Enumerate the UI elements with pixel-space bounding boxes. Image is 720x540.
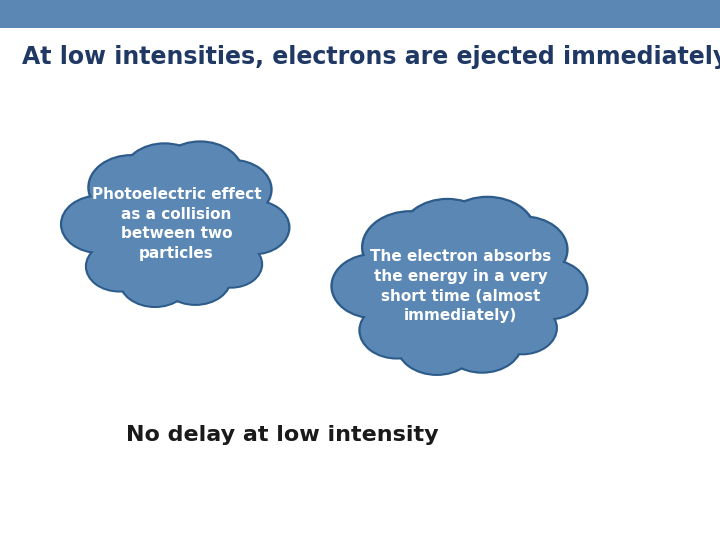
Circle shape — [373, 226, 549, 357]
Circle shape — [124, 145, 205, 205]
Circle shape — [488, 303, 556, 353]
Circle shape — [218, 201, 289, 254]
Circle shape — [96, 169, 257, 290]
Circle shape — [402, 200, 492, 268]
Circle shape — [123, 144, 206, 206]
Circle shape — [160, 251, 231, 305]
FancyBboxPatch shape — [0, 0, 720, 28]
Circle shape — [158, 143, 242, 205]
Circle shape — [194, 161, 270, 218]
Circle shape — [193, 160, 271, 219]
Circle shape — [63, 197, 136, 252]
Circle shape — [332, 254, 417, 318]
Circle shape — [362, 211, 458, 284]
Text: Photoelectric effect
as a collision
between two
particles: Photoelectric effect as a collision betw… — [91, 187, 261, 261]
Text: No delay at low intensity: No delay at low intensity — [126, 424, 438, 445]
Circle shape — [442, 313, 522, 373]
Circle shape — [361, 303, 433, 357]
Circle shape — [364, 212, 456, 282]
Text: The electron absorbs
the energy in a very
short time (almost
immediately): The electron absorbs the energy in a ver… — [370, 249, 552, 323]
Circle shape — [87, 242, 152, 291]
Circle shape — [333, 255, 415, 317]
Circle shape — [120, 254, 189, 306]
Circle shape — [120, 253, 191, 307]
Circle shape — [370, 224, 552, 360]
Circle shape — [508, 260, 586, 319]
Circle shape — [219, 201, 288, 253]
Circle shape — [508, 259, 588, 319]
Circle shape — [158, 141, 243, 206]
Circle shape — [89, 156, 174, 219]
Circle shape — [397, 315, 477, 375]
Circle shape — [200, 241, 262, 287]
Circle shape — [98, 171, 255, 288]
Circle shape — [61, 195, 138, 253]
Circle shape — [161, 252, 230, 304]
Circle shape — [444, 313, 521, 372]
Circle shape — [480, 217, 567, 282]
Circle shape — [439, 197, 536, 269]
Circle shape — [401, 199, 494, 269]
Circle shape — [481, 218, 566, 281]
Circle shape — [86, 241, 153, 291]
Text: At low intensities, electrons are ejected immediately: At low intensities, electrons are ejecte… — [22, 45, 720, 69]
Circle shape — [487, 302, 557, 354]
Circle shape — [441, 198, 534, 268]
Circle shape — [359, 302, 434, 359]
Circle shape — [90, 156, 173, 219]
Circle shape — [201, 242, 261, 287]
Circle shape — [398, 316, 476, 374]
